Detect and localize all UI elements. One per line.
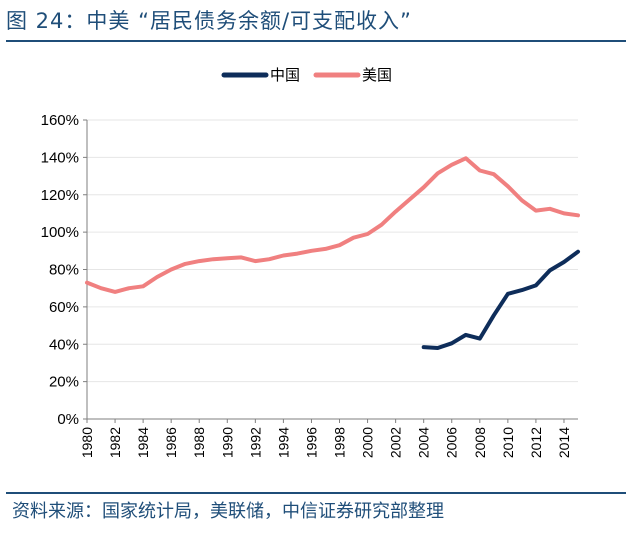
- x-tick-label: 1998: [332, 427, 348, 458]
- x-tick-label: 2014: [556, 427, 572, 458]
- x-tick-label: 2006: [444, 427, 460, 458]
- x-axis-ticks: 1980 1982 1984 1986 1988 1990 1992 1994 1996 1998…: [79, 419, 572, 458]
- series-line-usa: [85, 156, 580, 294]
- x-tick-label: 2008: [472, 427, 488, 458]
- series-lines: [85, 156, 580, 350]
- x-tick-label: 1982: [107, 427, 123, 458]
- x-tick-label: 1994: [275, 427, 291, 458]
- x-tick-label: 1990: [219, 427, 235, 458]
- x-tick-label: 2004: [416, 427, 432, 458]
- x-tick-label: 1984: [135, 427, 151, 458]
- y-tick-label: 80%: [49, 262, 79, 279]
- x-tick-label: 2000: [360, 427, 376, 458]
- x-tick-label: 1980: [79, 427, 95, 458]
- x-tick-label: 2012: [528, 427, 544, 458]
- y-tick-label: 40%: [49, 336, 79, 353]
- x-tick-label: 2002: [388, 427, 404, 458]
- legend-label: 美国: [362, 67, 392, 84]
- chart-title: 图 24：中美 “居民债务余额/可支配收入”: [6, 9, 412, 33]
- y-tick-label: 100%: [41, 224, 79, 241]
- y-tick-label: 120%: [41, 187, 79, 204]
- x-tick-label: 1988: [191, 427, 207, 458]
- y-axis-ticks: 0% 20% 40% 60% 80% 100% 120% 140% 160%: [41, 112, 87, 428]
- legend: 中国 美国: [221, 67, 392, 84]
- y-tick-label: 160%: [41, 112, 79, 129]
- title-divider: [6, 40, 626, 42]
- x-tick-label: 2010: [500, 427, 516, 458]
- x-tick-label: 1996: [303, 427, 319, 458]
- y-grid: [87, 119, 578, 383]
- line-chart: 中国 美国 0% 20% 40% 60% 80% 100% 120% 140% 160% 1980…: [41, 67, 580, 458]
- series-line-china: [421, 249, 580, 350]
- legend-label: 中国: [270, 67, 300, 84]
- y-tick-label: 140%: [41, 149, 79, 166]
- y-tick-label: 0%: [57, 411, 79, 428]
- source-note: 资料来源：国家统计局，美联储，中信证券研究部整理: [12, 501, 444, 522]
- y-tick-label: 20%: [49, 374, 79, 391]
- y-tick-label: 60%: [49, 299, 79, 316]
- x-tick-label: 1986: [163, 427, 179, 458]
- source-divider: [6, 492, 626, 494]
- x-tick-label: 1992: [247, 427, 263, 458]
